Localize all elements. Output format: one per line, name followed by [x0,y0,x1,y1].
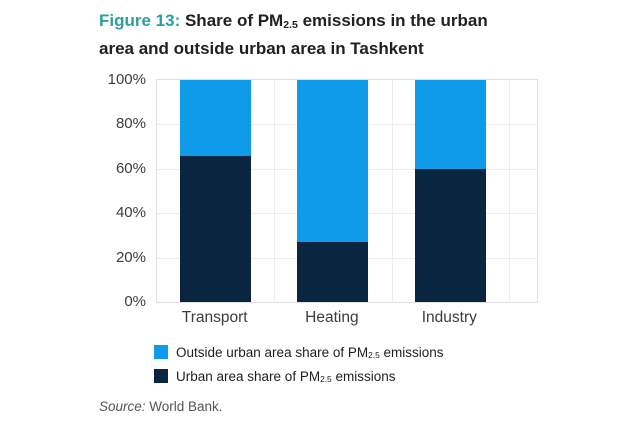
y-tick-label: 20% [115,248,146,266]
legend-label-text: Outside urban area share of PM [176,344,369,360]
legend-label-text: Urban area share of PM [176,368,321,384]
source-label: Source: [99,399,146,414]
title-line2: area and outside urban area in Tashkent [99,39,424,58]
bar-segment-outside-urban [414,80,486,169]
x-category-label: Industry [421,309,477,326]
bar-transport [180,80,252,302]
legend-label-outside-urban: Outside urban area share of PM2.5 emissi… [176,344,444,361]
title-line1-after-sub: emissions in the urban [297,11,488,30]
bar-segment-urban [180,155,252,302]
bar-heating [297,80,369,302]
y-tick-label: 100% [107,71,146,88]
source-note: Source: World Bank. [99,399,223,414]
plot-area [156,79,538,303]
bar-segment-urban [414,168,486,302]
legend-swatch-outside-urban [154,345,168,359]
y-tick-label: 60% [115,159,146,177]
legend-pm-subscript: 2.5 [320,374,332,384]
figure-number-label: Figure 13: [99,11,181,30]
v-gridline [391,80,393,302]
legend-label-text: emissions [379,344,444,360]
source-text: World Bank. [145,399,223,414]
bar-segment-outside-urban [180,80,252,156]
v-gridline [274,80,276,302]
legend-swatch-urban [154,369,168,383]
y-tick-label: 40% [115,204,146,222]
legend-item-outside-urban: Outside urban area share of PM2.5 emissi… [154,340,444,364]
title-line1-before-sub: Share of PM [180,11,284,30]
legend-label-text: emissions [331,368,396,384]
v-gridline [508,80,510,302]
y-tick-label: 0% [124,293,146,310]
bar-industry [414,80,486,302]
bar-segment-outside-urban [297,80,369,243]
x-category-label: Transport [181,309,248,326]
legend-pm-subscript: 2.5 [368,350,380,360]
y-tick-label: 80% [115,115,146,133]
title-pm-subscript: 2.5 [283,18,298,31]
figure-title: Figure 13: Share of PM2.5 emissions in t… [99,8,579,62]
legend-label-urban: Urban area share of PM2.5 emissions [176,368,396,385]
x-category-label: Heating [305,309,359,326]
bar-segment-urban [297,242,369,302]
chart-legend: Outside urban area share of PM2.5 emissi… [154,340,444,388]
legend-item-urban: Urban area share of PM2.5 emissions [154,364,444,388]
